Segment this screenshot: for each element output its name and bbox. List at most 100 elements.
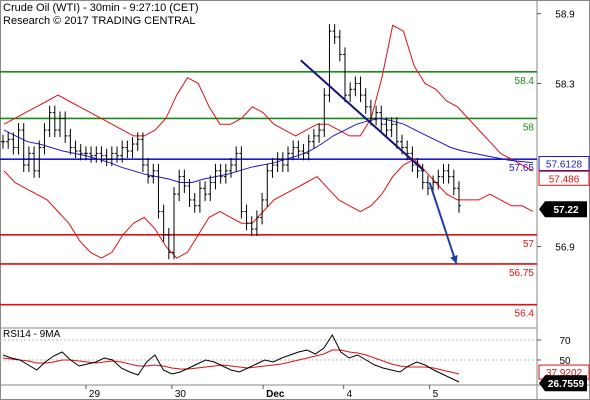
price-bar	[332, 24, 337, 44]
price-bar	[146, 158, 151, 184]
price-bar	[358, 76, 363, 103]
price-tag-text: 57.22	[553, 205, 578, 216]
y-axis-tick-label: 58.9	[555, 10, 575, 21]
price-bar	[389, 117, 394, 138]
price-bar	[125, 140, 130, 159]
price-tag-text: 57.6128	[546, 160, 583, 171]
price-bar	[436, 169, 441, 190]
x-axis-tick-label: 5	[433, 389, 439, 400]
price-bar	[353, 76, 358, 97]
rsi-line	[2, 333, 460, 383]
chart-axes: 58.9 58.3 56.9 57.6128 57.486 57.22 29 30 Dec 4 5	[85, 10, 590, 400]
price-bar	[130, 137, 135, 159]
price-tag-current: 57.22	[539, 201, 587, 218]
price-bar	[172, 187, 176, 260]
price-bar	[405, 140, 410, 161]
x-axis-tick-label: 29	[89, 389, 101, 400]
price-bar	[37, 140, 42, 178]
support-resistance-levels: 58.4 58 57.65 57 56.75 56.4	[0, 71, 537, 320]
level-label-56-75: 56.75	[509, 268, 534, 279]
price-bar	[161, 204, 166, 242]
price-bar	[109, 146, 114, 167]
price-bar	[291, 140, 296, 161]
price-bar	[42, 123, 47, 155]
price-bar	[374, 105, 379, 126]
price-bar	[311, 128, 316, 149]
bollinger-upper	[3, 24, 534, 172]
level-label-58-4: 58.4	[515, 76, 535, 87]
price-bar	[394, 117, 399, 149]
price-bar	[327, 24, 332, 103]
price-bar	[151, 163, 156, 184]
forecast-arrow-head	[450, 255, 458, 264]
price-bar	[446, 163, 451, 184]
price-bar	[16, 123, 21, 155]
rsi-tag-current: 26.7559	[539, 375, 587, 392]
price-bar	[368, 99, 373, 126]
price-bar	[6, 132, 11, 149]
price-bar	[363, 88, 368, 114]
y-axis-tick-label: 58.3	[555, 80, 575, 91]
price-bar	[78, 144, 83, 161]
price-bar	[73, 140, 78, 159]
price-bar	[21, 123, 26, 172]
price-bar	[26, 146, 31, 172]
price-bar	[239, 146, 244, 219]
level-label-57: 57	[523, 239, 535, 250]
price-bar	[280, 152, 285, 172]
price-bar	[244, 204, 249, 231]
price-bar	[234, 146, 239, 172]
x-axis-tick-label: Dec	[266, 389, 285, 400]
price-bar	[94, 146, 99, 163]
price-bar	[286, 146, 290, 172]
price-bar	[301, 144, 306, 161]
x-axis-tick-label: 30	[175, 389, 187, 400]
price-bar	[322, 88, 327, 138]
price-bar	[229, 158, 233, 178]
price-bar	[135, 132, 140, 152]
chart-annotations	[300, 59, 458, 265]
price-bar	[254, 210, 259, 237]
price-bar	[68, 128, 73, 155]
level-label-57-65: 57.65	[509, 163, 534, 174]
price-tag-bg	[539, 375, 587, 392]
rsi-ma-line	[2, 349, 460, 375]
price-tag-box	[538, 170, 590, 186]
price-bar	[420, 163, 425, 190]
price-tag-red: 57.486	[538, 170, 590, 186]
price-bar	[213, 163, 218, 190]
price-bar	[275, 152, 280, 172]
price-bar	[379, 105, 384, 132]
price-bar	[99, 146, 104, 163]
price-bar	[249, 216, 254, 237]
price-bar	[197, 181, 202, 213]
x-axis-tick-label: 4	[347, 389, 353, 400]
forecast-arrow-shaft	[428, 182, 458, 265]
price-bar	[384, 117, 389, 138]
price-tag-bg	[539, 201, 587, 218]
price-bar	[32, 146, 37, 178]
price-bar	[337, 29, 342, 62]
price-bar	[208, 175, 213, 202]
moving-average	[3, 117, 534, 183]
instrument-title: Crude Oil (WTI) - 30min - 9:27:10 (CET)	[3, 2, 199, 14]
price-bar	[120, 140, 125, 163]
price-tag-box	[538, 156, 590, 172]
price-bar	[104, 148, 109, 167]
price-bar	[306, 134, 311, 161]
price-bar	[156, 163, 161, 219]
price-bar	[11, 132, 16, 155]
copyright-line: Research © 2017 TRADING CENTRAL	[3, 15, 196, 27]
price-bar	[348, 82, 353, 103]
y-axis-tick-label: 56.9	[555, 243, 575, 254]
price-bar	[451, 169, 456, 196]
price-bar	[1, 134, 5, 149]
price-bar	[182, 169, 187, 193]
price-bar	[140, 132, 145, 172]
price-indicators	[3, 24, 534, 259]
price-bar	[89, 146, 94, 163]
rsi-title: RSI14 - 9MA	[3, 329, 61, 340]
price-bar	[166, 227, 171, 260]
